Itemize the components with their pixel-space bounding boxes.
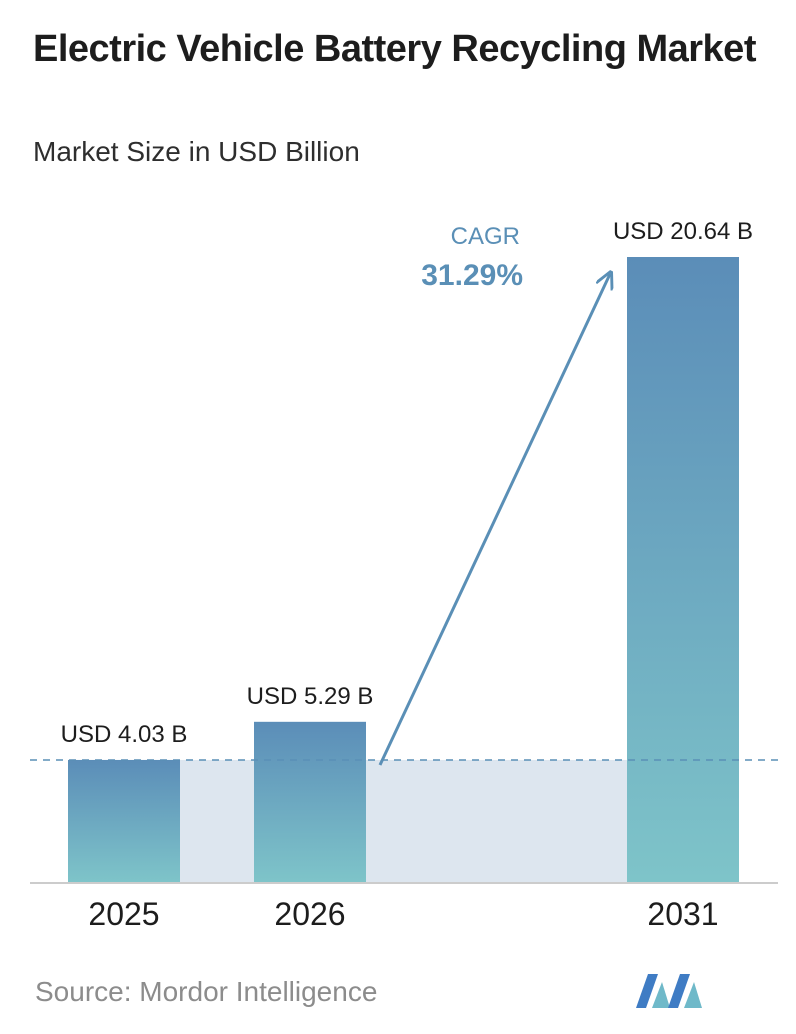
bar-2031 [627,257,739,882]
source-note: Source: Mordor Intelligence [35,976,377,1008]
x-tick-label-2026: 2026 [274,896,345,932]
x-tick-label-2025: 2025 [88,896,159,932]
data-label-2031: USD 20.64 B [613,218,753,245]
data-label-2026: USD 5.29 B [247,683,374,710]
cagr-arrow [380,274,610,765]
mordor-intelligence-logo [634,970,704,1010]
bar-chart: USD 4.03 B 2025 USD 5.29 B 2026 USD 20.64 B 2… [0,0,796,960]
data-label-2025: USD 4.03 B [61,721,188,748]
bar-2025 [68,760,180,882]
bar-2026 [254,722,366,882]
cagr-label: CAGR [451,223,520,250]
x-tick-label-2031: 2031 [647,896,718,932]
cagr-value: 31.29% [421,259,523,292]
